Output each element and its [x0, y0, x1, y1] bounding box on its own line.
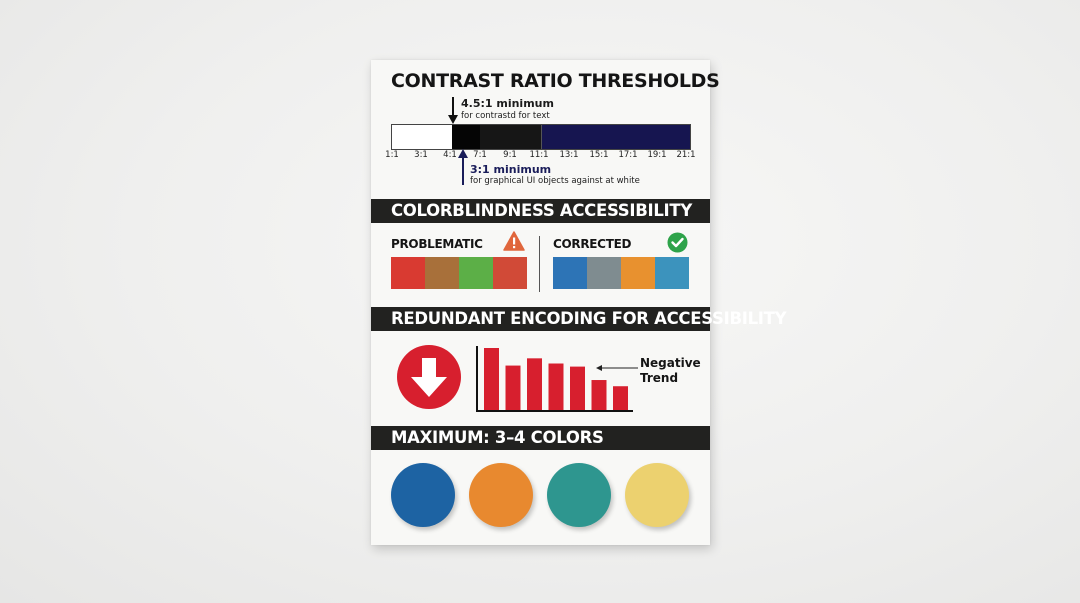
problematic-swatch: [459, 257, 493, 289]
tick-label: 15:1: [589, 150, 609, 160]
trend-bar: [613, 386, 628, 410]
ui-threshold-label: 3:1 minimum: [470, 163, 552, 176]
palette-heading-band: MAXIMUM: 3–4 COLORS: [371, 426, 710, 450]
palette-title: MAXIMUM: 3–4 COLORS: [391, 428, 604, 447]
trend-label-line2: Trend: [640, 371, 679, 385]
accessibility-poster: CONTRAST RATIO THRESHOLDS 4.5:1 minimum …: [371, 60, 787, 545]
contrast-segment-white: [392, 125, 452, 149]
down-arrow-icon: [397, 345, 461, 409]
tick-label: 1:1: [385, 150, 399, 160]
trend-bar: [527, 358, 542, 410]
tick-label: 13:1: [559, 150, 579, 160]
contrast-segment-black: [452, 125, 480, 149]
corrected-swatch: [621, 257, 655, 289]
tick-label: 9:1: [503, 150, 517, 160]
negative-trend-bar-chart: [476, 346, 633, 412]
trend-label-line1: Negative: [640, 356, 701, 370]
corrected-label: CORRECTED: [553, 237, 632, 251]
check-circle-icon: [667, 232, 688, 253]
palette-color-orange: [469, 463, 533, 527]
problematic-swatches: [391, 257, 527, 289]
problematic-swatch: [391, 257, 425, 289]
contrast-segment-navy: [542, 125, 690, 149]
contrast-segment-dark-gray: [480, 125, 542, 149]
warning-triangle-icon: [503, 231, 525, 251]
tick-label: 11:1: [529, 150, 549, 160]
text-threshold-label: 4.5:1 minimum: [461, 97, 554, 110]
colorblind-heading-band: COLORBLINDNESS ACCESSIBILITY: [371, 199, 710, 223]
palette-color-blue: [391, 463, 455, 527]
tick-label: 3:1: [414, 150, 428, 160]
problematic-label: PROBLEMATIC: [391, 237, 483, 251]
trend-label: Negative Trend: [640, 356, 701, 386]
palette-color-teal: [547, 463, 611, 527]
tick-label: 4:1: [443, 150, 457, 160]
redundant-heading-band: REDUNDANT ENCODING FOR ACCESSIBILITY: [371, 307, 787, 331]
problematic-swatch: [493, 257, 527, 289]
trend-bar: [548, 363, 564, 410]
trend-bar: [484, 348, 499, 410]
corrected-swatch: [587, 257, 621, 289]
corrected-swatch: [655, 257, 689, 289]
contrast-ratio-ticks: 1:1 3:1 4:1 7:1 9:1 11:1 13:1 15:1 17:1 …: [385, 150, 695, 164]
trend-bar: [570, 366, 585, 410]
ui-threshold-arrow-icon: [458, 149, 468, 185]
corrected-swatch: [553, 257, 587, 289]
colorblind-title: COLORBLINDNESS ACCESSIBILITY: [391, 201, 692, 220]
trend-bar: [505, 365, 521, 410]
corrected-swatches: [553, 257, 689, 289]
trend-bar: [591, 380, 607, 410]
text-threshold-arrow-icon: [448, 97, 458, 124]
pointer-arrow-icon: [596, 365, 638, 371]
section-divider: [539, 236, 540, 292]
tick-label: 17:1: [618, 150, 638, 160]
ui-threshold-caption: for graphical UI objects against at whit…: [470, 176, 640, 186]
redundant-title: REDUNDANT ENCODING FOR ACCESSIBILITY: [391, 309, 787, 328]
palette-color-yellow: [625, 463, 689, 527]
problematic-swatch: [425, 257, 459, 289]
tick-label: 21:1: [676, 150, 696, 160]
text-threshold-caption: for contrastd for text: [461, 111, 550, 121]
contrast-ratio-bar: [391, 124, 691, 150]
tick-label: 7:1: [473, 150, 487, 160]
contrast-title: CONTRAST RATIO THRESHOLDS: [391, 70, 720, 92]
tick-label: 19:1: [647, 150, 667, 160]
